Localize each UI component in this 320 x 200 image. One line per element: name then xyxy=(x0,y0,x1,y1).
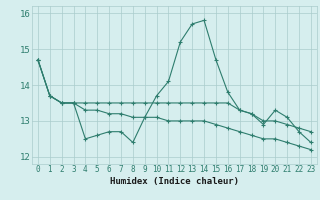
X-axis label: Humidex (Indice chaleur): Humidex (Indice chaleur) xyxy=(110,177,239,186)
